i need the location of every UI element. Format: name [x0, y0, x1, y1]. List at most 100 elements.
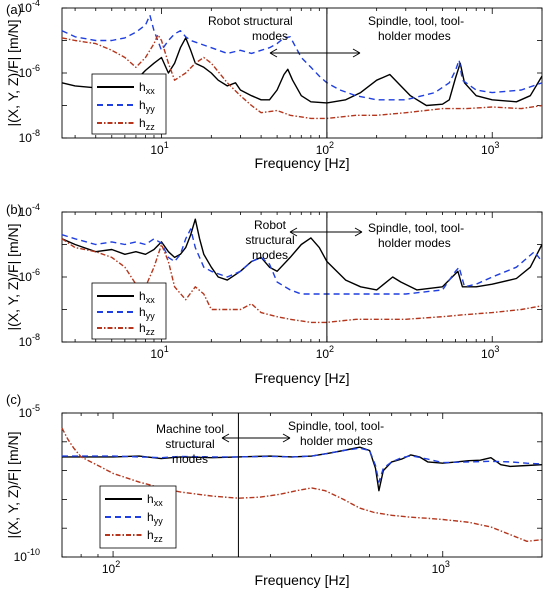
ticks-a: 101 102 103 10-8 10-6 10-4 [19, 0, 543, 157]
x-tick-label-b-1: 102 [316, 344, 334, 361]
panel-label-c: (c) [6, 392, 21, 407]
x-axis-label-a: Frequency [Hz] [255, 155, 350, 171]
legend-name-c-zz: h [147, 528, 154, 542]
legend-sub-c-xx: xx [154, 498, 164, 508]
legend-name-a-zz: h [139, 116, 146, 130]
annotation-right-b-line1: Spindle, tool, tool- [368, 221, 464, 235]
panel-c: (c) 102 103 10-10 10-5 Machine tool structu… [5, 392, 543, 588]
series-line-b-zz [61, 238, 543, 324]
legend-item-a-yy: hyy [97, 98, 155, 114]
legend-item-a-zz: hzz [97, 116, 155, 132]
x-tick-label-a-0: 101 [150, 140, 168, 157]
series-line-a-yy [61, 14, 543, 101]
panel-label-a: (a) [6, 2, 22, 17]
svg-text:hyy: hyy [147, 510, 163, 526]
arrow-a [269, 48, 361, 58]
annotation-right-c-line1: Spindle, tool, tool- [288, 419, 384, 433]
annotation-left-b-line3: modes [252, 248, 288, 262]
legend-item-b-yy: hyy [97, 305, 155, 321]
annotation-left-a-line1: Robot structural [208, 14, 293, 28]
series-group-a [61, 14, 543, 120]
y-tick-label-a-0: 10-8 [19, 128, 40, 145]
legend-name-b-yy: h [139, 305, 146, 319]
annotation-left-b-line2: structural [245, 233, 294, 247]
svg-text:hzz: hzz [147, 528, 163, 544]
svg-text:hyy: hyy [139, 98, 155, 114]
y-tick-label-c-1: 10-5 [19, 403, 40, 420]
x-tick-label-c-1: 103 [432, 559, 450, 576]
x-tick-label-b-0: 101 [150, 344, 168, 361]
series-group-c [61, 427, 543, 542]
svg-text:hyy: hyy [139, 305, 155, 321]
svg-text:hzz: hzz [139, 321, 155, 337]
legend-sub-b-xx: xx [146, 295, 156, 305]
annotation-left-b-line1: Robot [254, 218, 287, 232]
legend-item-c-zz: hzz [105, 528, 163, 544]
legend-item-a-xx: hxx [97, 80, 155, 96]
legend-item-c-xx: hxx [105, 492, 163, 508]
x-axis-label-b: Frequency [Hz] [255, 370, 350, 386]
legend-item-b-xx: hxx [97, 289, 155, 305]
legend-c: hxx hyy hzz [99, 485, 177, 549]
legend-b: hxx hyy hzz [91, 282, 167, 340]
svg-text:hxx: hxx [139, 289, 155, 305]
svg-text:hxx: hxx [139, 80, 155, 96]
legend-sub-a-yy: yy [146, 104, 156, 114]
annotation-left-c-line3: modes [172, 452, 208, 466]
y-axis-label-a: |(X, Y, Z)/F| [m/N] [5, 19, 21, 126]
series-line-b-yy [61, 228, 543, 295]
y-tick-label-a-2: 10-4 [19, 0, 40, 15]
annotation-left-c-line1: Machine tool [156, 422, 224, 436]
annotation-right-a-line2: holder modes [378, 29, 451, 43]
annotation-c: Machine tool structural modes Spindle, t… [156, 419, 384, 466]
series-line-a-zz [61, 34, 543, 120]
legend-name-c-yy: h [147, 510, 154, 524]
series-group-b [61, 218, 543, 324]
arrow-b [289, 227, 363, 237]
y-tick-label-b-2: 10-4 [19, 202, 40, 219]
legend-sub-b-zz: zz [146, 327, 156, 337]
legend-sub-c-yy: yy [154, 516, 164, 526]
legend-name-a-yy: h [139, 98, 146, 112]
ticks-c: 102 103 10-10 10-5 [14, 403, 543, 576]
panel-label-b: (b) [6, 202, 22, 217]
annotation-a: Robot structural modes Spindle, tool, to… [208, 14, 464, 58]
annotation-right-b-line2: holder modes [378, 236, 451, 250]
annotation-right-c-line2: holder modes [300, 434, 373, 448]
legend-name-c-xx: h [147, 492, 154, 506]
x-tick-label-c-0: 102 [102, 559, 120, 576]
series-line-c-yy [62, 447, 543, 483]
y-axis-label-c: |(X, Y, Z)/F| [m/N] [5, 431, 21, 538]
svg-text:hzz: hzz [139, 116, 155, 132]
series-line-c-zz [61, 427, 543, 542]
annotation-right-a-line1: Spindle, tool, tool- [368, 14, 464, 28]
legend-sub-a-zz: zz [146, 122, 156, 132]
legend-name-b-zz: h [139, 321, 146, 335]
x-tick-label-a-2: 103 [481, 140, 499, 157]
annotation-left-a-line2: modes [252, 29, 288, 43]
y-tick-label-b-0: 10-8 [19, 332, 40, 349]
legend-item-c-yy: hyy [105, 510, 163, 526]
y-tick-label-a-1: 10-6 [19, 63, 40, 80]
x-tick-label-a-1: 102 [316, 140, 334, 157]
svg-text:hxx: hxx [147, 492, 163, 508]
arrow-c [221, 433, 291, 443]
legend-a: hxx hyy hzz [91, 73, 167, 135]
legend-sub-b-yy: yy [146, 311, 156, 321]
y-tick-label-b-1: 10-6 [19, 267, 40, 284]
legend-sub-a-xx: xx [146, 86, 156, 96]
legend-item-b-zz: hzz [97, 321, 155, 337]
series-line-a-xx [61, 37, 543, 107]
legend-name-b-xx: h [139, 289, 146, 303]
x-tick-label-b-2: 103 [481, 344, 499, 361]
panel-b: (b) 101 102 103 10-8 10-6 10-4 Robot structur… [5, 202, 543, 386]
annotation-left-c-line2: structural [165, 437, 214, 451]
panel-a: (a) 101 102 103 10-8 10-6 10-4 Robot structur… [5, 0, 543, 171]
y-axis-label-b: |(X, Y, Z)/F| [m/N] [5, 223, 21, 330]
x-axis-label-c: Frequency [Hz] [255, 572, 350, 588]
y-tick-label-c-0: 10-10 [14, 547, 40, 564]
legend-name-a-xx: h [139, 80, 146, 94]
annotation-b: Robot structural modes Spindle, tool, to… [245, 218, 464, 262]
legend-sub-c-zz: zz [154, 534, 164, 544]
